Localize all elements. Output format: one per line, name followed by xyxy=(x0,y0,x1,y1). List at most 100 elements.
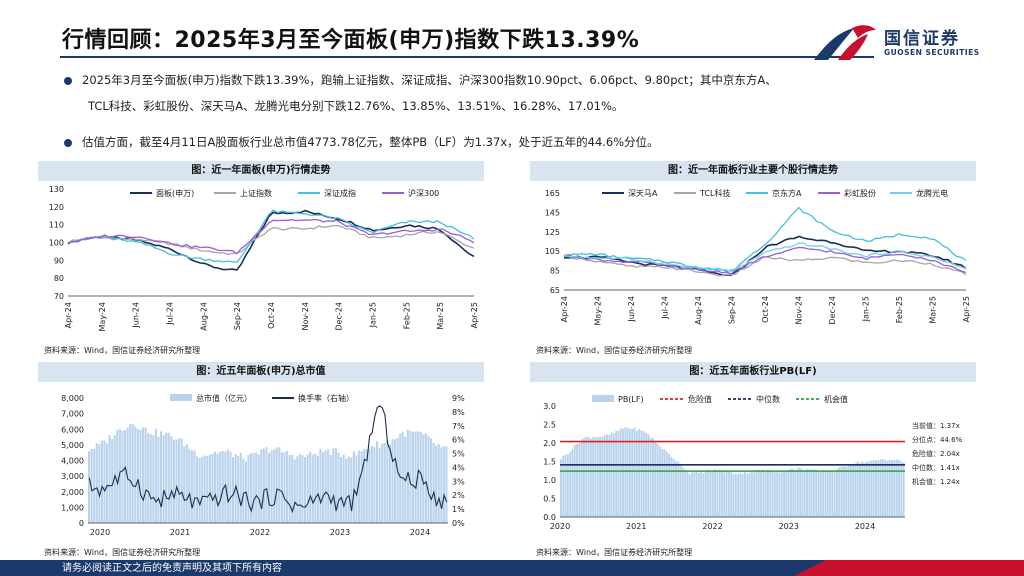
legend-label: 龙腾光电 xyxy=(916,188,948,198)
pb-bar xyxy=(813,469,815,517)
pb-bar xyxy=(730,472,733,517)
market-cap-bar xyxy=(147,433,150,523)
market-cap-bar xyxy=(252,453,255,523)
market-cap-bar xyxy=(201,457,204,523)
stat-annotation: 危险值：2.04x xyxy=(912,449,960,458)
x-tick-label: Feb-25 xyxy=(895,296,904,323)
pb-bar xyxy=(778,472,781,517)
stat-annotation: 分位点：44.6% xyxy=(912,435,963,444)
turnover-line xyxy=(88,405,448,514)
market-cap-bar xyxy=(224,451,227,523)
x-tick-label: 2023 xyxy=(330,528,350,536)
market-cap-bar xyxy=(365,449,368,523)
pb-bar xyxy=(725,471,728,517)
legend-label: PB(LF) xyxy=(618,395,644,404)
header-divider xyxy=(60,56,874,58)
pb-bar xyxy=(727,471,730,517)
market-cap-bar xyxy=(347,456,350,523)
legend-label: 机会值 xyxy=(824,394,848,404)
market-cap-bar xyxy=(157,436,160,523)
page-title: 行情回顾：2025年3月至今面板(申万)指数下跌13.39% xyxy=(62,28,640,53)
market-cap-bar xyxy=(373,447,376,523)
series-line-3 xyxy=(563,246,967,275)
footer-disclaimer: 请务必阅读正文之后的免责声明及其项下所有内容 xyxy=(62,563,282,574)
pb-bar xyxy=(698,472,700,517)
market-cap-bar xyxy=(334,448,337,523)
x-tick-label: Jan-25 xyxy=(369,302,378,328)
market-cap-bar xyxy=(378,448,381,523)
pb-bar xyxy=(865,461,868,517)
market-cap-bar xyxy=(211,453,214,523)
guosen-logo-icon xyxy=(814,25,876,60)
x-tick-label: 2024 xyxy=(855,522,875,531)
pb-bar xyxy=(776,472,779,517)
market-cap-bar xyxy=(170,436,173,523)
pb-bar xyxy=(693,472,696,517)
legend-label: 沪深300 xyxy=(408,188,439,198)
y-tick-label: 70 xyxy=(54,292,64,301)
x-tick-label: Jan-25 xyxy=(862,296,871,322)
market-cap-bar xyxy=(409,430,412,523)
pb-bar xyxy=(831,470,834,517)
y2-tick-label: 1% xyxy=(452,505,465,514)
x-tick-label: Oct-24 xyxy=(267,302,276,329)
market-cap-bar xyxy=(247,454,250,523)
pb-bar xyxy=(610,432,613,517)
y2-tick-label: 3% xyxy=(452,477,465,486)
pb-bar xyxy=(658,446,661,517)
y-tick-label: 8,000 xyxy=(61,394,84,403)
pb-bar xyxy=(859,463,861,517)
series-line-1 xyxy=(67,224,475,256)
bullet-dot-icon xyxy=(64,138,72,147)
market-cap-bar xyxy=(329,454,332,523)
y-tick-label: 1.5 xyxy=(543,458,556,467)
market-cap-bar xyxy=(221,451,224,523)
bullet-valuation-text: 估值方面，截至4月11日A股面板行业总市值4773.78亿元，整体PB（LF）为… xyxy=(82,135,659,149)
x-tick-label: 2023 xyxy=(779,522,799,531)
chart2-title: 图：近一年面板行业主要个股行情走势 xyxy=(530,161,976,181)
pb-bar xyxy=(762,469,765,517)
x-tick-label: Sep-24 xyxy=(233,302,242,330)
pb-bar xyxy=(654,441,657,517)
pb-bar xyxy=(631,428,634,517)
pb-bar xyxy=(714,469,716,517)
y-tick-label: 110 xyxy=(49,221,64,230)
market-cap-bar xyxy=(203,455,206,523)
bullet-performance-line1: 2025年3月至今面板(申万)指数下跌13.39%，跑输上证指数、深证成指、沪深… xyxy=(82,73,777,87)
market-cap-bar xyxy=(363,448,366,523)
market-cap-bar xyxy=(108,435,111,523)
market-cap-bar xyxy=(149,434,152,523)
pb-bar xyxy=(663,449,666,517)
pb-bar xyxy=(824,472,827,517)
market-cap-bar xyxy=(152,435,155,523)
market-cap-bar xyxy=(383,443,386,523)
pb-bar xyxy=(571,449,574,517)
pb-bar xyxy=(594,437,597,517)
pb-bar xyxy=(606,434,608,517)
y-tick-label: 125 xyxy=(545,228,560,237)
pb-bar xyxy=(767,469,769,517)
pb-bar xyxy=(849,464,852,517)
pb-bar xyxy=(711,470,714,517)
pb-bar xyxy=(589,438,592,517)
x-tick-label: Nov-24 xyxy=(795,296,804,324)
market-cap-bar xyxy=(239,453,242,523)
chart4-title: 图：近五年面板行业PB(LF) xyxy=(530,362,976,382)
x-tick-label: 2021 xyxy=(626,522,646,531)
market-cap-bar xyxy=(368,448,371,523)
x-tick-label: 2022 xyxy=(702,522,722,531)
market-cap-bar xyxy=(93,449,96,523)
pb-bar xyxy=(808,469,811,517)
market-cap-bar xyxy=(440,447,443,523)
market-cap-bar xyxy=(360,451,363,523)
market-cap-bar xyxy=(309,451,312,523)
market-cap-bar xyxy=(386,440,389,523)
legend-label: 彩虹股份 xyxy=(844,188,876,198)
market-cap-bar xyxy=(280,452,283,523)
pb-bar xyxy=(576,444,578,517)
market-cap-bar xyxy=(160,431,163,523)
pb-bar xyxy=(638,429,641,517)
y2-tick-label: 4% xyxy=(452,463,465,472)
market-cap-bar xyxy=(445,446,448,523)
stat-annotation: 中位数：1.41x xyxy=(912,463,960,472)
